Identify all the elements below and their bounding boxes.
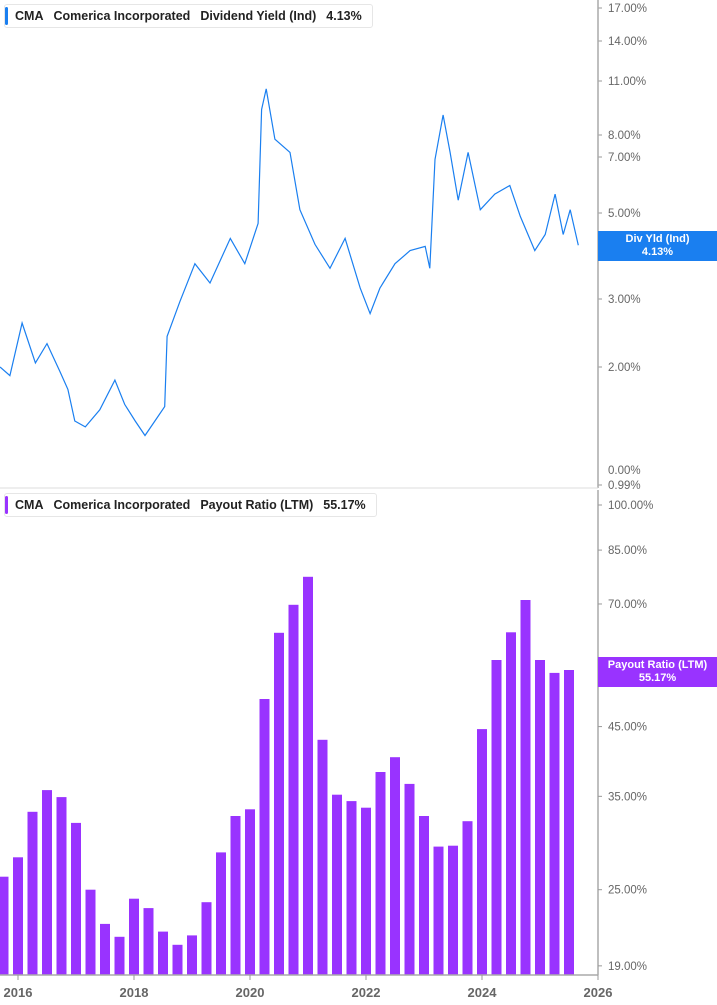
x-tick-label: 2016 <box>4 985 33 1000</box>
y-tick-label: 45.00% <box>608 722 647 734</box>
y-tick-label: 7.00% <box>608 152 641 164</box>
x-tick-label: 2020 <box>236 985 265 1000</box>
x-tick-label: 2024 <box>468 985 498 1000</box>
payout-bar <box>274 632 284 975</box>
y-tick-label: 85.00% <box>608 545 647 557</box>
top-legend: CMA Comerica Incorporated Dividend Yield… <box>4 4 373 28</box>
y-tick-label: 0.99% <box>608 480 641 492</box>
payout-bar <box>506 632 516 975</box>
payout-bar <box>303 576 313 975</box>
x-tick-label: 2018 <box>120 985 149 1000</box>
payout-bar <box>477 729 487 975</box>
badge-label: Div Yld (Ind) <box>625 233 690 245</box>
payout-current-badge: Payout Ratio (LTM) 55.17% <box>598 657 717 687</box>
y-tick-label: 11.00% <box>608 76 646 88</box>
payout-series-color <box>5 496 8 514</box>
payout-bar <box>419 816 429 975</box>
payout-bar <box>114 936 125 975</box>
payout-bar <box>187 935 197 975</box>
payout-bar <box>404 783 415 975</box>
y-tick-label: 2.00% <box>608 362 641 374</box>
payout-bar <box>520 600 531 975</box>
legend-value: 4.13% <box>326 9 362 23</box>
payout-bar <box>448 845 458 975</box>
payout-bar <box>0 876 9 975</box>
payout-bar <box>42 790 52 975</box>
y-tick-label: 70.00% <box>608 599 647 611</box>
legend-company: Comerica Incorporated <box>53 9 191 23</box>
payout-bar <box>230 816 241 975</box>
x-tick-label: 2026 <box>584 985 613 1000</box>
bottom-legend: CMA Comerica Incorporated Payout Ratio (… <box>4 493 377 517</box>
payout-bar <box>259 699 270 975</box>
y-tick-label: 19.00% <box>608 961 647 973</box>
legend-metric: Dividend Yield (Ind) <box>200 9 317 23</box>
payout-bar <box>216 852 226 975</box>
payout-bar <box>361 807 371 975</box>
badge-label: Payout Ratio (LTM) <box>607 659 708 671</box>
y-tick-label: 0.00% <box>608 465 641 477</box>
payout-bar <box>201 902 212 975</box>
payout-bar <box>158 931 168 975</box>
y-tick-label: 17.00% <box>608 3 647 15</box>
y-tick-label: 5.00% <box>608 208 641 220</box>
dividend-yield-line <box>0 88 579 437</box>
payout-bar <box>129 898 139 975</box>
payout-bar <box>390 757 400 975</box>
legend-metric: Payout Ratio (LTM) <box>200 498 314 512</box>
legend-value: 55.17% <box>323 498 366 512</box>
payout-bar <box>564 670 574 975</box>
payout-bar <box>143 908 154 975</box>
payout-bar <box>85 889 96 975</box>
y-tick-label: 35.00% <box>608 791 647 803</box>
payout-bar <box>433 846 444 975</box>
payout-bar <box>71 822 81 975</box>
yield-series-color <box>5 7 8 25</box>
badge-value: 4.13% <box>641 246 674 258</box>
payout-bar <box>288 604 299 975</box>
y-tick-label: 25.00% <box>608 885 647 897</box>
payout-bar <box>245 809 255 975</box>
payout-bar <box>375 772 386 975</box>
yield-current-badge: Div Yld (Ind) 4.13% <box>598 231 717 261</box>
payout-bar <box>100 923 110 975</box>
legend-ticker: CMA <box>15 498 44 512</box>
payout-bar <box>317 739 328 975</box>
x-tick-label: 2022 <box>352 985 381 1000</box>
legend-ticker: CMA <box>15 9 44 23</box>
y-tick-label: 14.00% <box>608 36 647 48</box>
payout-bar <box>13 857 23 975</box>
legend-company: Comerica Incorporated <box>53 498 191 512</box>
y-tick-label: 3.00% <box>608 294 641 306</box>
payout-bar <box>535 660 545 975</box>
payout-bar <box>56 797 67 975</box>
y-tick-label: 100.00% <box>608 500 653 512</box>
payout-bar <box>27 811 38 975</box>
payout-bar <box>346 801 357 975</box>
y-tick-label: 8.00% <box>608 130 641 142</box>
payout-bar <box>549 672 560 975</box>
badge-value: 55.17% <box>638 672 677 684</box>
payout-bar <box>172 944 183 975</box>
payout-bar <box>462 821 473 975</box>
payout-bar <box>491 660 502 975</box>
payout-bar <box>332 794 342 975</box>
